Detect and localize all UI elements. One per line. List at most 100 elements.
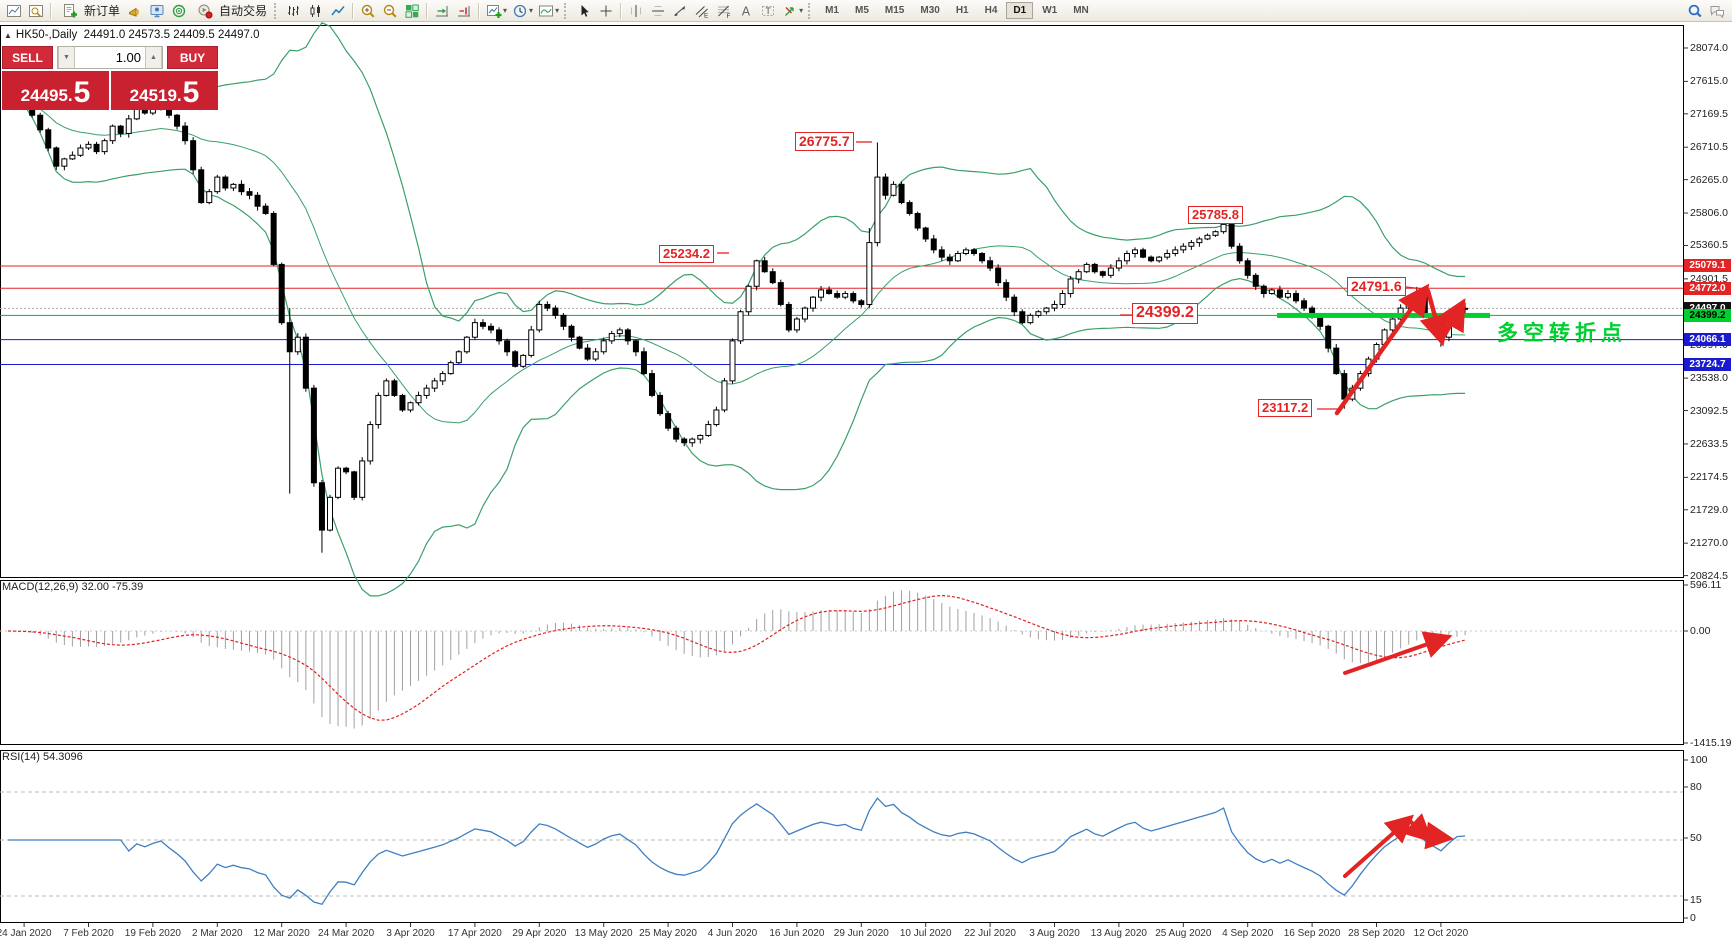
price-level-badge: 24399.2	[1684, 308, 1731, 322]
macd-scale-tick: 0.00	[1690, 625, 1711, 637]
timeframe-mn-button[interactable]: MN	[1073, 5, 1089, 16]
periods-clock-icon[interactable]	[509, 1, 531, 21]
rsi-scale-tick: 100	[1690, 754, 1708, 766]
auto-scroll-icon[interactable]	[431, 1, 453, 21]
zoom-out-icon[interactable]	[379, 1, 401, 21]
new-order-button[interactable]: 新订单	[55, 1, 124, 21]
date-axis-label: 24 Mar 2020	[318, 928, 375, 939]
date-axis-label: 7 Feb 2020	[63, 928, 114, 939]
candlestick-chart-icon[interactable]	[305, 1, 327, 21]
chart-shift-icon[interactable]	[453, 1, 475, 21]
volume-decrease-button[interactable]: ▼	[58, 47, 75, 68]
line-chart-icon[interactable]	[327, 1, 349, 21]
turning-point-note: 多空转折点	[1497, 322, 1627, 345]
price-note-24791: 24791.6	[1347, 277, 1406, 296]
timeframe-m1-button[interactable]: M1	[825, 5, 839, 16]
svg-text:A: A	[742, 4, 751, 18]
toolbar-separator	[478, 2, 481, 19]
arrows-tool-dropdown-caret[interactable]: ▾	[799, 6, 804, 15]
date-axis-label: 25 Aug 2020	[1155, 928, 1212, 939]
arrows-tool-icon[interactable]	[779, 1, 801, 21]
svg-text:F: F	[727, 13, 731, 19]
date-axis-label: 19 Feb 2020	[124, 928, 181, 939]
equidistant-channel-icon[interactable]: E	[691, 1, 713, 21]
price-tick: 27169.5	[1690, 107, 1728, 120]
date-axis-label: 28 Sep 2020	[1348, 928, 1405, 939]
date-axis-label: 25 May 2020	[639, 928, 698, 939]
svg-text:T: T	[765, 6, 771, 16]
date-axis-label: 16 Sep 2020	[1283, 928, 1341, 939]
tile-windows-icon[interactable]	[401, 1, 423, 21]
price-tick: 25806.0	[1690, 207, 1728, 220]
volume-input[interactable]	[75, 47, 145, 68]
crosshair-icon[interactable]	[595, 1, 617, 21]
rsi-scale-tick: 15	[1690, 894, 1702, 906]
market-monitor-icon[interactable]	[146, 1, 168, 21]
zoom-in-icon[interactable]	[357, 1, 379, 21]
fibonacci-icon[interactable]: F	[713, 1, 735, 21]
price-level-badge: 24066.1	[1684, 333, 1731, 347]
periods-clock-dropdown-caret[interactable]: ▾	[529, 6, 534, 15]
price-tick: 23092.5	[1690, 404, 1728, 417]
toolbar-separator	[50, 2, 52, 19]
symbol-period-label: HK50-,Daily	[15, 29, 78, 41]
data-window-icon[interactable]	[25, 1, 47, 21]
sell-price[interactable]: 24495. 5	[2, 71, 109, 110]
timeframe-m30-button[interactable]: M30	[920, 5, 940, 16]
new-chart-icon[interactable]	[483, 1, 505, 21]
timeframe-h1-button[interactable]: H1	[955, 5, 969, 16]
templates-dropdown-caret[interactable]: ▾	[555, 6, 560, 15]
date-axis-label: 16 Jun 2020	[769, 928, 825, 939]
date-axis-label: 3 Aug 2020	[1029, 928, 1080, 939]
timeframe-w1-button[interactable]: W1	[1042, 5, 1058, 16]
toolbar-grip	[808, 2, 814, 19]
sell-button[interactable]: SELL	[2, 46, 53, 69]
price-tick: 21729.0	[1690, 503, 1728, 516]
templates-icon[interactable]	[535, 1, 557, 21]
chat-icon[interactable]	[1706, 1, 1728, 21]
svg-text:E: E	[704, 12, 709, 19]
search-icon[interactable]	[1684, 1, 1706, 21]
horizontal-line-icon[interactable]	[647, 1, 669, 21]
price-tick: 28074.0	[1690, 41, 1728, 54]
macd-scale-tick: 596.11	[1690, 579, 1722, 591]
timeframe-m15-button[interactable]: M15	[884, 5, 905, 16]
toolbar-grip	[274, 2, 280, 19]
signals-radar-icon[interactable]	[168, 1, 190, 21]
price-tick: 26710.5	[1690, 141, 1728, 154]
buy-price[interactable]: 24519. 5	[111, 71, 218, 110]
megaphone-icon[interactable]	[124, 1, 146, 21]
text-label-icon[interactable]: T	[757, 1, 779, 21]
toolbar-separator	[352, 2, 355, 19]
rsi-indicator-label: RSI(14) 54.3096	[2, 751, 83, 763]
cursor-icon[interactable]	[573, 1, 595, 21]
price-tick: 21270.0	[1690, 537, 1728, 550]
date-axis-label: 4 Jun 2020	[707, 928, 758, 939]
timeframe-m5-button[interactable]: M5	[855, 5, 869, 16]
date-axis-label: 13 May 2020	[574, 928, 633, 939]
new-chart-dropdown-caret[interactable]: ▾	[503, 6, 508, 15]
buy-button[interactable]: BUY	[167, 46, 218, 69]
date-axis-label: 13 Aug 2020	[1090, 928, 1147, 939]
text-icon[interactable]: A	[735, 1, 757, 21]
date-axis-label: 17 Apr 2020	[447, 928, 502, 939]
chart-window-icon[interactable]	[3, 1, 25, 21]
macd-scale-tick: -1415.19	[1690, 737, 1732, 749]
bar-chart-icon[interactable]	[283, 1, 305, 21]
date-axis-label: 2 Mar 2020	[192, 928, 243, 939]
collapse-panel-icon[interactable]: ▲	[4, 31, 12, 40]
vertical-line-icon[interactable]	[625, 1, 647, 21]
date-axis-label: 29 Jun 2020	[833, 928, 889, 939]
new-order-icon	[59, 1, 81, 21]
autotrading-button[interactable]: 自动交易	[190, 1, 271, 21]
autotrading-icon	[194, 1, 216, 21]
date-axis-label: 4 Sep 2020	[1222, 928, 1274, 939]
timeframe-h4-button[interactable]: H4	[984, 5, 998, 16]
toolbar-grip	[564, 2, 570, 19]
volume-increase-button[interactable]: ▲	[145, 47, 162, 68]
timeframe-d1-button[interactable]: D1	[1006, 2, 1034, 19]
macd-indicator-label: MACD(12,26,9) 32.00 -75.39	[2, 581, 144, 593]
trendline-icon[interactable]	[669, 1, 691, 21]
new-order-label: 新订单	[84, 4, 121, 18]
